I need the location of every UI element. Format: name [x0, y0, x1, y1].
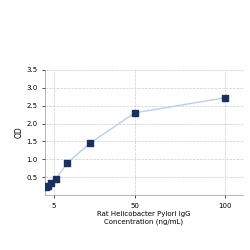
X-axis label: Rat Helicobacter Pylori IgG
Concentration (ng/mL): Rat Helicobacter Pylori IgG Concentratio… — [97, 212, 190, 225]
Point — [133, 111, 137, 115]
Point — [48, 181, 52, 185]
Point — [66, 161, 70, 165]
Point — [46, 184, 50, 188]
Point — [44, 185, 48, 189]
Point — [222, 96, 226, 100]
Y-axis label: OD: OD — [14, 126, 23, 138]
Point — [88, 141, 92, 145]
Point — [54, 176, 58, 180]
